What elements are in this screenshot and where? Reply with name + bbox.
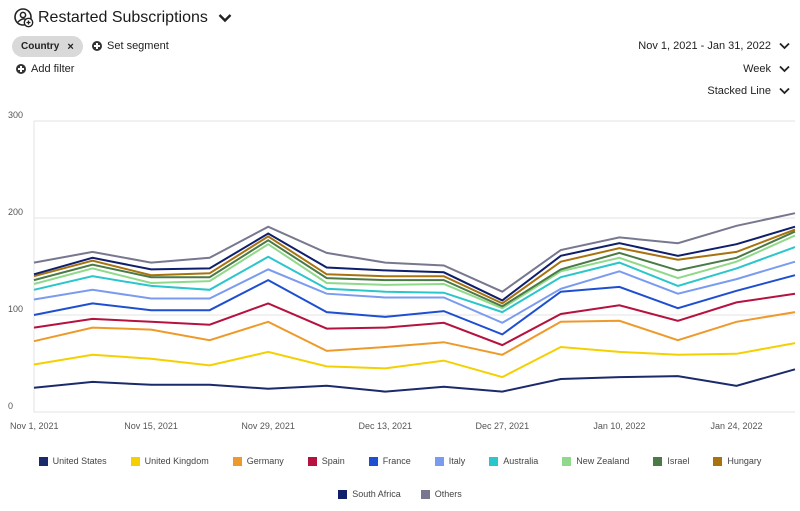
legend-swatch: [130, 456, 140, 466]
legend-item-new-zealand[interactable]: New Zealand: [562, 456, 629, 466]
legend-item-united-kingdom[interactable]: United Kingdom: [130, 456, 209, 466]
date-range-dropdown[interactable]: Nov 1, 2021 - Jan 31, 2022: [638, 40, 790, 52]
report-title-row[interactable]: Restarted Subscriptions: [14, 8, 232, 28]
legend-swatch: [713, 456, 723, 466]
y-axis-ticks: 0 100 200 300: [8, 110, 23, 411]
legend-swatch: [38, 456, 48, 466]
series-line-hungary[interactable]: [33, 228, 796, 305]
close-icon[interactable]: ×: [67, 40, 74, 53]
legend-item-france[interactable]: France: [368, 456, 411, 466]
legend-item-united-states[interactable]: United States: [38, 456, 107, 466]
series-line-new-zealand[interactable]: [33, 234, 796, 310]
page-title: Restarted Subscriptions: [38, 9, 208, 26]
chevron-down-icon: [779, 42, 790, 50]
legend-swatch: [434, 456, 444, 466]
legend-label: Others: [434, 489, 462, 499]
y-tick-label: 200: [8, 207, 23, 217]
legend-label: Spain: [321, 456, 345, 466]
add-filter-button[interactable]: Add filter: [16, 63, 74, 75]
y-tick-label: 0: [8, 401, 13, 411]
legend-row: United States United Kingdom Germany Spain F…: [0, 456, 800, 466]
set-segment-button[interactable]: Set segment: [92, 40, 169, 52]
x-tick-label: Nov 15, 2021: [124, 421, 178, 431]
x-tick-label: Jan 10, 2022: [593, 421, 645, 431]
series-line-spain[interactable]: [33, 292, 796, 347]
series-line-south-africa[interactable]: [33, 225, 796, 302]
interval-label: Week: [743, 63, 771, 75]
series-lines: [33, 212, 796, 393]
legend-row: South Africa Others: [0, 489, 800, 499]
x-tick-label: Dec 13, 2021: [358, 421, 412, 431]
user-gear-icon: [14, 8, 34, 28]
legend-item-others[interactable]: Others: [420, 489, 462, 499]
chevron-down-icon: [779, 65, 790, 73]
x-tick-label: Nov 1, 2021: [10, 421, 59, 431]
legend-label: Hungary: [727, 456, 762, 466]
y-tick-label: 300: [8, 110, 23, 120]
legend-label: Australia: [503, 456, 539, 466]
set-segment-label: Set segment: [107, 40, 169, 52]
legend-label: France: [382, 456, 411, 466]
legend-item-south-africa[interactable]: South Africa: [338, 489, 401, 499]
legend-label: United States: [52, 456, 107, 466]
legend-swatch: [307, 456, 317, 466]
chart-type-label: Stacked Line: [707, 85, 771, 97]
legend-label: New Zealand: [576, 456, 630, 466]
interval-dropdown[interactable]: Week: [743, 63, 790, 75]
segment-chip-label: Country: [21, 41, 60, 52]
plus-circle-icon: [92, 41, 102, 51]
legend-swatch: [489, 456, 499, 466]
legend-label: Israel: [667, 456, 690, 466]
series-line-others[interactable]: [33, 212, 796, 293]
add-filter-label: Add filter: [31, 63, 75, 75]
legend-item-spain[interactable]: Spain: [307, 456, 345, 466]
series-line-france[interactable]: [33, 274, 796, 336]
legend-item-australia[interactable]: Australia: [489, 456, 538, 466]
legend-swatch: [232, 456, 242, 466]
legend-swatch: [562, 456, 572, 466]
chevron-down-icon[interactable]: [218, 13, 232, 23]
legend-item-germany[interactable]: Germany: [232, 456, 284, 466]
legend-item-italy[interactable]: Italy: [434, 456, 466, 466]
x-tick-label: Nov 29, 2021: [241, 421, 295, 431]
legend-swatch: [420, 489, 430, 499]
series-line-italy[interactable]: [33, 260, 796, 324]
grid-lines: [33, 120, 795, 413]
y-tick-label: 100: [8, 304, 23, 314]
x-tick-label: Dec 27, 2021: [476, 421, 530, 431]
legend-swatch: [338, 489, 348, 499]
legend-label: United Kingdom: [144, 456, 209, 466]
legend-swatch: [653, 456, 663, 466]
legend-label: South Africa: [352, 489, 401, 499]
legend-item-hungary[interactable]: Hungary: [713, 456, 761, 466]
segment-chip-country[interactable]: Country ×: [12, 36, 83, 57]
series-line-united-kingdom[interactable]: [33, 342, 796, 379]
legend-label: Italy: [448, 456, 466, 466]
legend-item-israel[interactable]: Israel: [653, 456, 689, 466]
chevron-down-icon: [779, 87, 790, 95]
chart-type-dropdown[interactable]: Stacked Line: [707, 85, 790, 97]
stacked-line-chart[interactable]: 0 100 200 300 Nov 1, 2021 Nov 15, 2021 Nov 29…: [0, 110, 800, 435]
date-range-label: Nov 1, 2021 - Jan 31, 2022: [638, 40, 771, 52]
series-line-australia[interactable]: [33, 246, 796, 314]
plus-circle-icon: [16, 64, 26, 74]
series-line-united-states[interactable]: [33, 368, 796, 393]
legend-swatch: [368, 456, 378, 466]
legend-label: Germany: [246, 456, 284, 466]
x-tick-label: Jan 24, 2022: [710, 421, 762, 431]
series-line-germany[interactable]: [33, 311, 796, 356]
x-axis-ticks: Nov 1, 2021 Nov 15, 2021 Nov 29, 2021 Dec 1…: [10, 421, 762, 431]
series-line-israel[interactable]: [33, 230, 796, 308]
